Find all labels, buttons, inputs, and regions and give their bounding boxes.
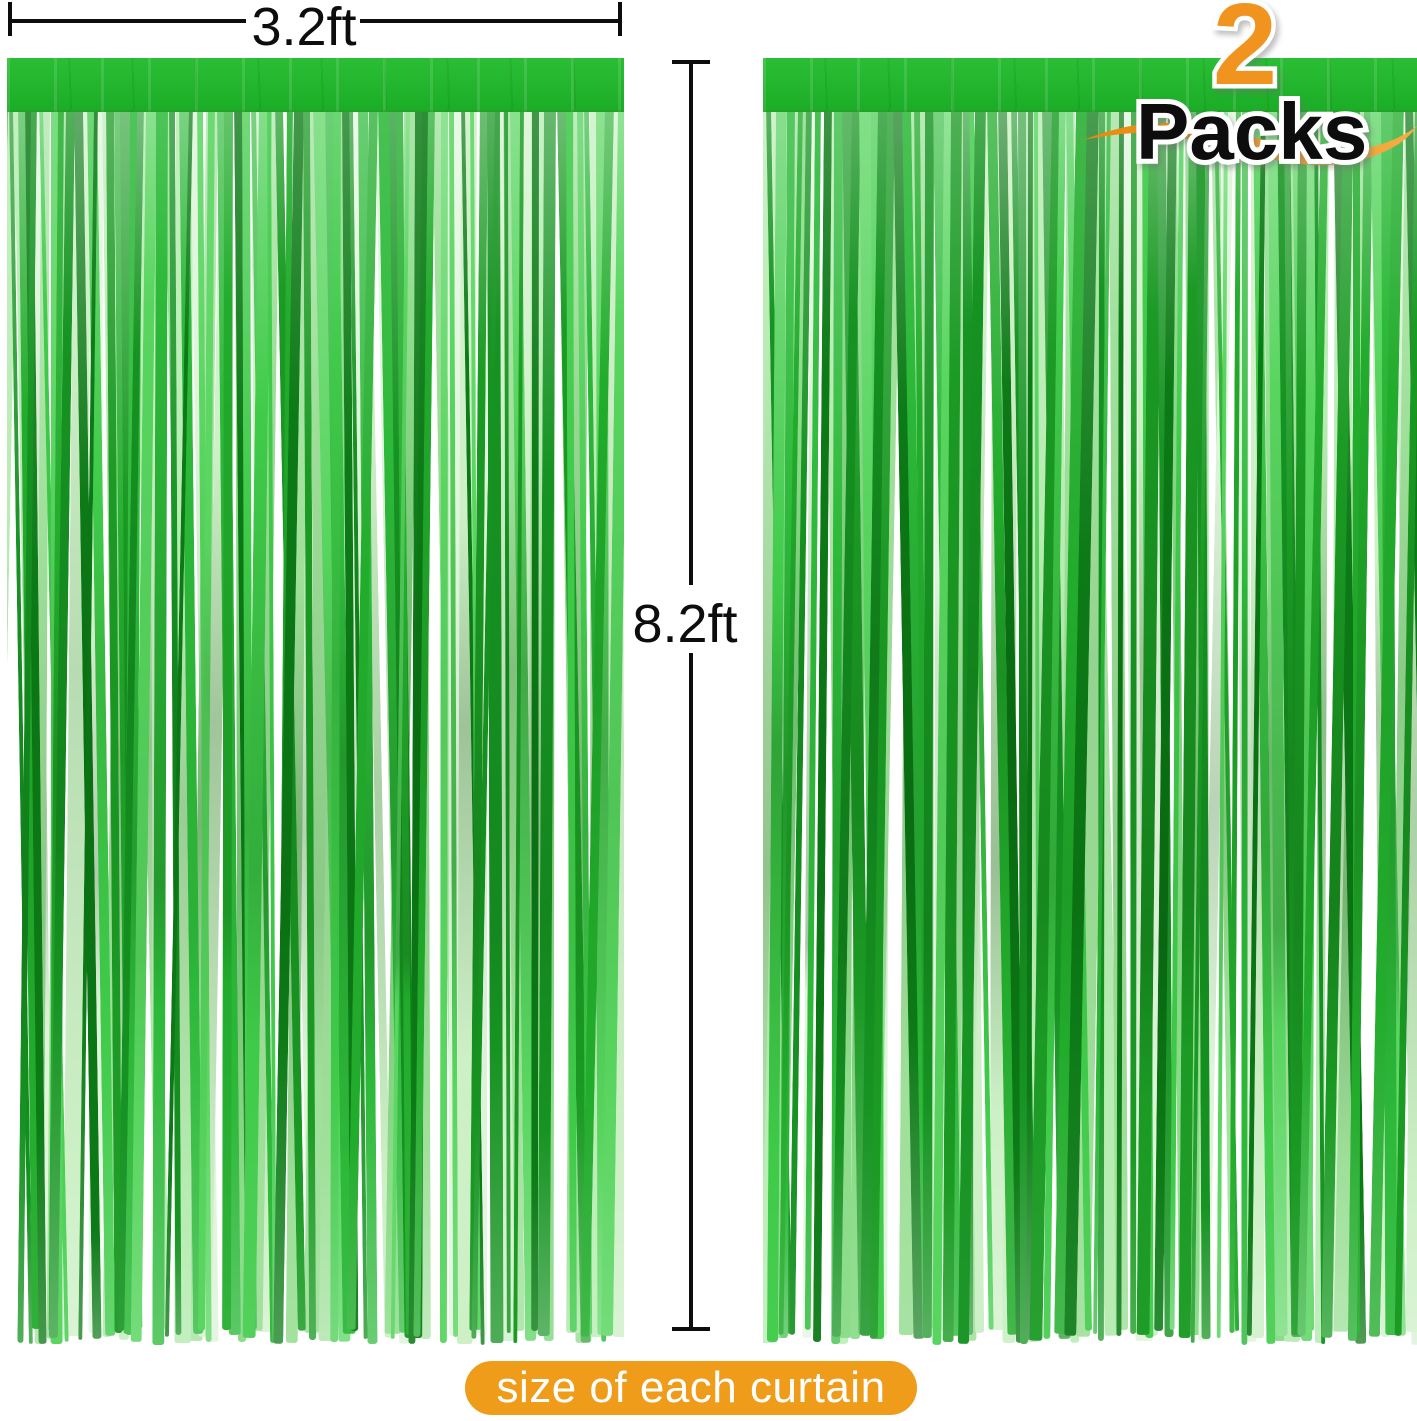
curtain-top-band	[7, 58, 624, 112]
swoosh-underline	[1083, 122, 1417, 166]
measure-tick-left	[8, 2, 12, 36]
pack-count: 2 2	[1180, 0, 1310, 109]
curtain-fringe	[7, 106, 624, 1348]
measure-line-segment	[689, 653, 693, 1327]
caption-text: size of each curtain	[496, 1363, 886, 1412]
measure-cap-bottom	[672, 1327, 710, 1331]
caption-pill: size of each curtain	[465, 1361, 917, 1415]
curtain-fringe	[763, 106, 1417, 1348]
width-label: 3.2ft	[251, 0, 357, 57]
measure-line-segment	[12, 19, 246, 23]
pack-word: Packs Packs	[1131, 87, 1372, 177]
curtain-right	[763, 58, 1417, 1348]
measure-cap-top	[672, 60, 710, 64]
measure-line-segment	[689, 64, 693, 585]
width-measure: 3.2ft	[8, 0, 622, 54]
pack-count-text: 2	[1212, 0, 1278, 109]
curtain-left	[7, 58, 624, 1348]
pack-count-outline: 2	[1208, 0, 1282, 109]
curtain-top-band	[763, 58, 1417, 112]
height-label: 8.2ft	[632, 594, 738, 654]
height-measure: 8.2ft	[632, 60, 738, 1331]
pack-word-text: Packs	[1136, 87, 1368, 176]
measure-line-segment	[360, 19, 618, 23]
measure-tick-right	[618, 2, 622, 36]
pack-word-outline: Packs	[1131, 87, 1372, 177]
swoosh-path	[1083, 122, 1417, 166]
